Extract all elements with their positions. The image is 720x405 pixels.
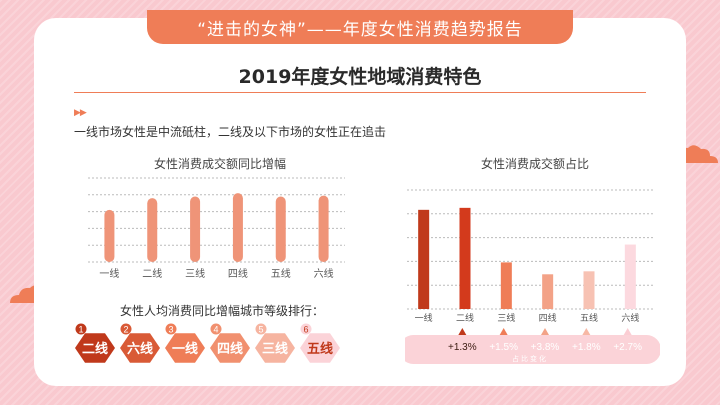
rank-city: 三线 [262, 341, 288, 357]
rank-number: 3 [168, 325, 173, 335]
x-tick-label: 六线 [314, 267, 334, 280]
rank-hexagon [120, 333, 160, 363]
rank-city: 一线 [172, 341, 198, 357]
change-pill [405, 335, 660, 364]
bar-六线 [624, 244, 636, 309]
report-banner: “进击的女神”——年度女性消费趋势报告 [147, 10, 573, 44]
x-tick-label: 五线 [271, 267, 291, 280]
change-value: +2.7% [613, 342, 642, 353]
bar-三线 [190, 196, 201, 262]
left-bar-chart: 一线 二线 三线 四线 五线 六线 [88, 177, 345, 280]
rank-hexagon [165, 333, 205, 363]
bar-五线 [275, 196, 286, 262]
rank-hexagon [75, 333, 115, 363]
bar-一线 [418, 209, 430, 309]
change-label: 占比变化 [512, 354, 548, 363]
right-bar-chart: 一线 二线 三线 四线 五线 六线 +1.3% +1.5% +3.8% +1.8% +2.7% 占比变… [405, 189, 660, 364]
bar-六线 [318, 195, 329, 262]
change-value: +1.8% [572, 342, 601, 353]
left-chart-title: 女性消费成交额同比增幅 [153, 157, 286, 171]
change-arrow [582, 328, 591, 335]
rank-number: 2 [123, 325, 128, 335]
rank-badge [255, 323, 267, 335]
bar-四线 [232, 193, 243, 262]
section-subtitle: 一线市场女性是中流砥柱，二线及以下市场的女性正在追击 [74, 125, 387, 139]
x-tick-label: 三线 [497, 312, 515, 324]
x-tick-label: 三线 [185, 267, 205, 280]
bar-一线 [104, 209, 115, 262]
x-tick-label: 二线 [142, 267, 162, 280]
rank-number: 6 [303, 325, 308, 335]
rank-number: 5 [258, 325, 263, 335]
change-value: +3.8% [531, 342, 560, 353]
change-value: +1.3% [448, 342, 477, 353]
report-card [34, 18, 686, 386]
bar-二线 [459, 207, 471, 309]
rank-badge [210, 323, 222, 335]
rank-badge [120, 323, 132, 335]
x-tick-label: 六线 [621, 312, 639, 324]
rank-number: 4 [213, 325, 218, 335]
x-tick-label: 四线 [228, 267, 248, 280]
rank-city: 二线 [82, 341, 108, 357]
right-chart-title: 女性消费成交额占比 [480, 157, 589, 171]
page-title: 2019年度女性地域消费特色 [238, 66, 482, 88]
arrow-icon: ▶▶ [74, 107, 87, 117]
rank-city: 四线 [217, 341, 243, 357]
change-arrow [623, 328, 632, 335]
rank-hexagon [255, 333, 295, 363]
bar-五线 [583, 271, 595, 309]
x-tick-label: 四线 [539, 312, 557, 324]
x-tick-label: 一线 [415, 312, 433, 324]
rank-hexagon [300, 333, 340, 363]
x-tick-label: 五线 [580, 312, 598, 324]
rank-city: 六线 [127, 341, 153, 357]
change-value: +1.5% [489, 342, 518, 353]
ranking-label: 女性人均消费同比增幅城市等级排行： [120, 304, 325, 318]
rank-hexagon [210, 333, 250, 363]
rank-city: 五线 [307, 341, 333, 357]
ranking-hexagons: 二线 1 六线 2 一线 3 四线 4 三线 5 五线 6 [75, 323, 340, 363]
bar-四线 [542, 274, 554, 309]
x-tick-label: 二线 [456, 312, 474, 324]
change-arrow [499, 328, 508, 335]
rank-badge [75, 323, 87, 335]
title-divider [74, 92, 646, 93]
bar-三线 [500, 262, 512, 309]
x-tick-label: 一线 [99, 267, 119, 280]
bar-二线 [147, 198, 158, 262]
rank-badge [165, 323, 177, 335]
rank-badge [300, 323, 312, 335]
rank-number: 1 [78, 325, 83, 335]
change-arrow [541, 328, 549, 335]
change-arrow [458, 328, 467, 335]
